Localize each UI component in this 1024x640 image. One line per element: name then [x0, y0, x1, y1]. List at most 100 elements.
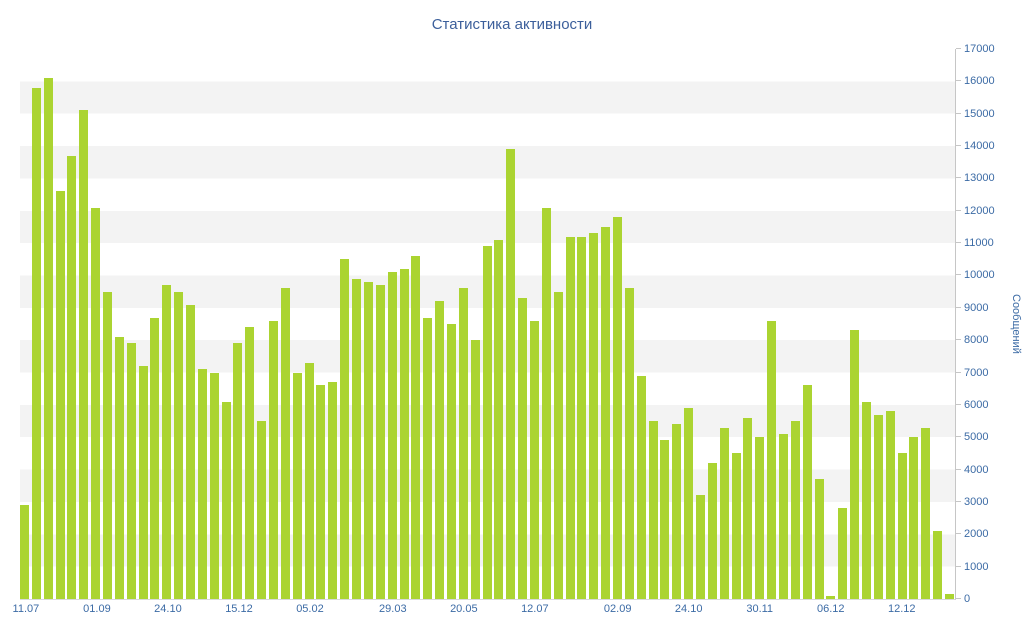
y-tick-label: 11000: [964, 237, 994, 250]
plot-area: [20, 49, 956, 600]
y-tick-mark: [956, 500, 961, 502]
bar: [411, 256, 421, 599]
bar: [933, 531, 943, 599]
bar: [636, 375, 646, 599]
bar: [103, 291, 113, 599]
bar: [292, 372, 302, 599]
bar: [814, 479, 824, 599]
y-tick-mark: [956, 436, 961, 438]
y-tick-mark: [956, 48, 961, 49]
bar: [352, 278, 362, 599]
bar: [565, 236, 575, 599]
bar: [672, 424, 682, 599]
x-tick-label: 05.02: [296, 603, 324, 615]
y-tick-label: 16000: [964, 75, 995, 88]
bar: [316, 385, 326, 599]
bar: [695, 495, 705, 599]
y-tick-mark: [956, 274, 961, 276]
bar: [731, 453, 741, 599]
bar: [446, 324, 456, 599]
bar: [150, 317, 160, 599]
bar: [755, 437, 765, 599]
x-tick-label: 02.09: [603, 603, 632, 615]
bar: [482, 246, 492, 599]
y-tick-label: 0: [964, 593, 971, 605]
y-axis-title-label: Сообщений: [1010, 294, 1022, 354]
y-tick-label: 17000: [964, 43, 995, 55]
y-tick-mark: [956, 468, 961, 470]
bar: [328, 382, 338, 599]
x-tick-label: 24.10: [674, 603, 703, 615]
bar: [494, 239, 504, 599]
bar: [174, 291, 184, 599]
bar: [577, 236, 587, 599]
bar: [221, 401, 231, 599]
bar: [660, 440, 670, 599]
bar: [209, 372, 219, 599]
y-tick-mark: [956, 242, 961, 244]
bar: [340, 259, 350, 599]
bar: [114, 336, 124, 599]
y-tick-mark: [956, 339, 961, 341]
bar: [873, 414, 883, 599]
y-axis: 0 1000 2000 3000 4000 5000 6000 7000 8000 9000 100…: [956, 43, 1016, 605]
bar: [423, 317, 433, 599]
y-tick-label: 2000: [964, 528, 989, 541]
bar: [897, 453, 907, 599]
x-tick-label: 11.07: [12, 603, 40, 615]
x-tick-label: 29.03: [379, 603, 407, 615]
y-tick-mark: [956, 306, 961, 308]
y-tick-label: 13000: [964, 172, 995, 185]
bar: [162, 285, 172, 599]
y-tick-label: 1000: [964, 560, 989, 573]
y-tick-label: 3000: [964, 495, 989, 508]
bar: [186, 304, 196, 599]
bar: [31, 87, 41, 599]
bar: [518, 298, 528, 599]
bar: [458, 288, 468, 599]
bar: [589, 233, 599, 599]
x-tick-label: 12.07: [521, 603, 549, 615]
bar: [257, 421, 267, 599]
bar: [304, 362, 314, 599]
y-tick-mark: [956, 403, 961, 405]
bar: [541, 207, 551, 599]
bar: [233, 343, 243, 599]
bar: [375, 285, 385, 599]
bar: [885, 411, 895, 599]
y-tick-mark: [956, 209, 961, 211]
bar: [470, 340, 480, 599]
bar: [79, 110, 89, 599]
bar: [269, 320, 279, 599]
y-tick-label: 6000: [964, 398, 989, 411]
bar: [363, 281, 373, 599]
y-axis-title: Сообщений: [1010, 49, 1022, 599]
bar: [43, 78, 53, 599]
bar: [790, 421, 800, 599]
bar: [624, 288, 634, 599]
bar: [826, 595, 836, 599]
bar: [529, 320, 539, 599]
x-tick-label: 24.10: [154, 603, 182, 615]
bar: [707, 463, 717, 599]
y-tick-mark: [956, 565, 961, 567]
y-tick-mark: [956, 145, 961, 147]
x-tick-label: 30.11: [746, 603, 774, 615]
x-tick-label: 20.05: [450, 603, 478, 615]
y-tick-mark: [956, 177, 961, 179]
y-tick-label: 5000: [964, 431, 989, 444]
chart-title: Статистика активности: [431, 16, 593, 33]
x-tick-label: 01.09: [83, 603, 111, 615]
y-tick-label: 7000: [964, 366, 989, 379]
bar: [399, 269, 409, 599]
y-tick-mark: [956, 371, 961, 373]
y-tick-label: 8000: [964, 334, 989, 347]
x-tick-label: 06.12: [816, 603, 845, 615]
bar: [197, 369, 207, 599]
bar: [862, 401, 872, 599]
bar: [138, 366, 148, 599]
bar: [245, 327, 255, 599]
bar: [280, 288, 290, 599]
bar: [945, 594, 955, 599]
y-tick-mark: [956, 533, 961, 535]
